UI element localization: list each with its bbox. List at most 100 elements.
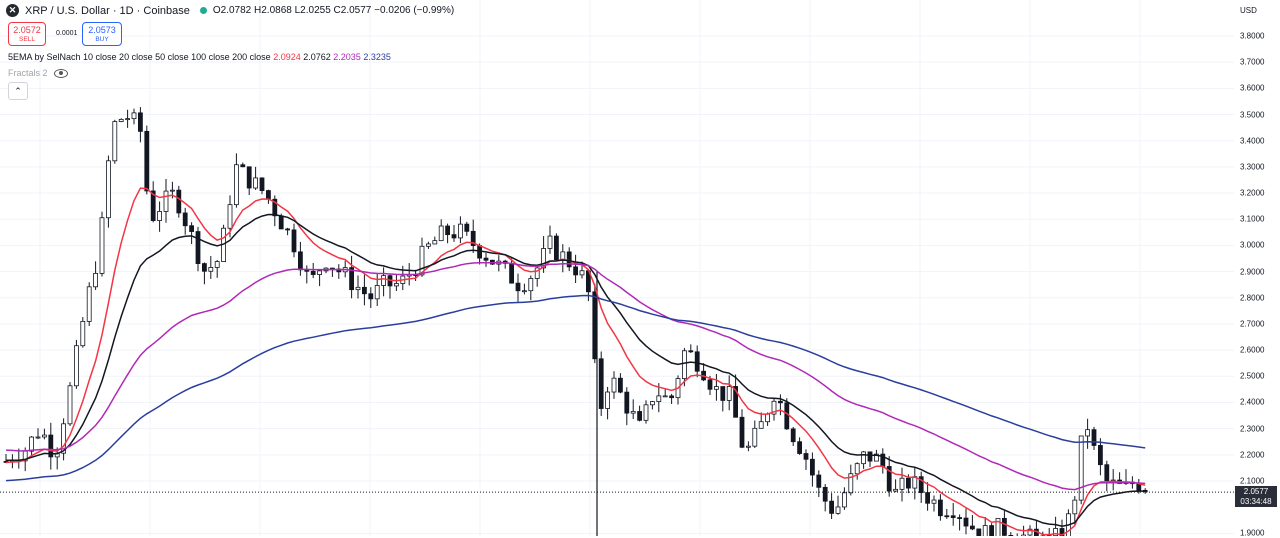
indicator-legend[interactable]: 5EMA by SelNach 10 close 20 close 50 clo… (8, 52, 391, 62)
candle-body (599, 359, 603, 409)
candle-body (842, 493, 846, 507)
candle (81, 317, 85, 348)
candle-body (1098, 445, 1102, 464)
candle (663, 389, 667, 397)
buy-button[interactable]: 2.0573 BUY (82, 22, 122, 46)
low-value: L2.0255 (295, 5, 331, 16)
symbol-title[interactable]: XRP / U.S. Dollar · 1D · Coinbase (25, 5, 190, 17)
candle-body (362, 287, 366, 293)
candle-body (94, 273, 98, 286)
high-value: H2.0868 (254, 5, 292, 16)
candle (881, 448, 885, 473)
ema100-value: 2.3235 (363, 52, 391, 62)
candle (740, 409, 744, 448)
candle (862, 451, 866, 469)
ema20-line (6, 215, 1145, 527)
candle-body (446, 226, 450, 235)
candle (164, 179, 168, 223)
candle (561, 244, 565, 272)
candle-body (554, 236, 558, 260)
candle (471, 220, 475, 253)
candle-body (458, 224, 462, 238)
price-tick: 2.1000 (1240, 477, 1264, 486)
candle (1009, 532, 1013, 536)
candle (388, 275, 392, 299)
open-value: O2.0782 (213, 5, 251, 16)
sell-button[interactable]: 2.0572 SELL (8, 22, 46, 46)
candle (183, 208, 187, 235)
candle (855, 462, 859, 479)
candle-body (266, 191, 270, 200)
candle-body (228, 205, 232, 229)
candle (842, 487, 846, 510)
candle-body (593, 292, 597, 359)
price-chart[interactable] (0, 0, 1234, 536)
candle-body (900, 478, 904, 489)
candle-body (657, 396, 661, 402)
candle-body (894, 489, 898, 491)
candle (375, 273, 379, 305)
candle (433, 237, 437, 245)
candle-body (209, 267, 213, 271)
candle-body (113, 122, 117, 161)
candle (900, 468, 904, 502)
candle-body (791, 429, 795, 442)
candle (177, 186, 181, 218)
candle (234, 153, 238, 207)
price-tick: 3.8000 (1240, 32, 1264, 41)
candle-body (132, 113, 136, 119)
candle-body (1105, 465, 1109, 481)
fractals-legend[interactable]: Fractals 2 (8, 68, 68, 78)
candle-body (682, 351, 686, 379)
ema20-value: 2.0762 (303, 52, 331, 62)
candle-body (862, 452, 866, 464)
currency-label[interactable]: USD (1240, 6, 1257, 15)
candle-body (1079, 436, 1083, 500)
candle-body (369, 294, 373, 299)
candle (151, 181, 155, 222)
candle (439, 219, 443, 241)
candle (1098, 438, 1102, 475)
candle-body (817, 475, 821, 487)
candle-body (158, 211, 162, 220)
fractals-label: Fractals 2 (8, 68, 48, 78)
candle (938, 494, 942, 521)
candle-body (170, 190, 174, 191)
candle-body (202, 264, 206, 272)
price-tick: 2.9000 (1240, 267, 1264, 276)
candle-body (855, 464, 859, 474)
candle (702, 363, 706, 381)
candle-body (663, 396, 667, 397)
price-tick: 2.6000 (1240, 346, 1264, 355)
eye-icon[interactable] (54, 69, 68, 78)
candle (94, 261, 98, 290)
candle-body (958, 518, 962, 519)
price-tick: 1.9000 (1240, 529, 1264, 538)
candle (676, 375, 680, 404)
change-value: −0.0206 (−0.99%) (374, 5, 454, 16)
candle (292, 224, 296, 258)
candle-body (561, 252, 565, 260)
candle (804, 449, 808, 470)
candle (362, 275, 366, 306)
candle (913, 468, 917, 500)
chart-header: ✕ XRP / U.S. Dollar · 1D · Coinbase O2.0… (6, 4, 454, 17)
candle (446, 224, 450, 244)
candle (273, 195, 277, 226)
candle-body (548, 236, 552, 248)
collapse-legend-button[interactable]: ⌃ (8, 82, 28, 100)
candle-body (1002, 518, 1006, 535)
candle (772, 398, 776, 421)
candle-body (106, 161, 110, 218)
price-tick: 3.3000 (1240, 162, 1264, 171)
candle-body (311, 271, 315, 274)
candle (753, 421, 757, 449)
candle (1034, 520, 1038, 536)
candle-body (298, 252, 302, 270)
candle (638, 406, 642, 422)
candle-body (145, 131, 149, 191)
candle-body (618, 378, 622, 392)
candle-body (318, 271, 322, 275)
candle-body (836, 507, 840, 513)
